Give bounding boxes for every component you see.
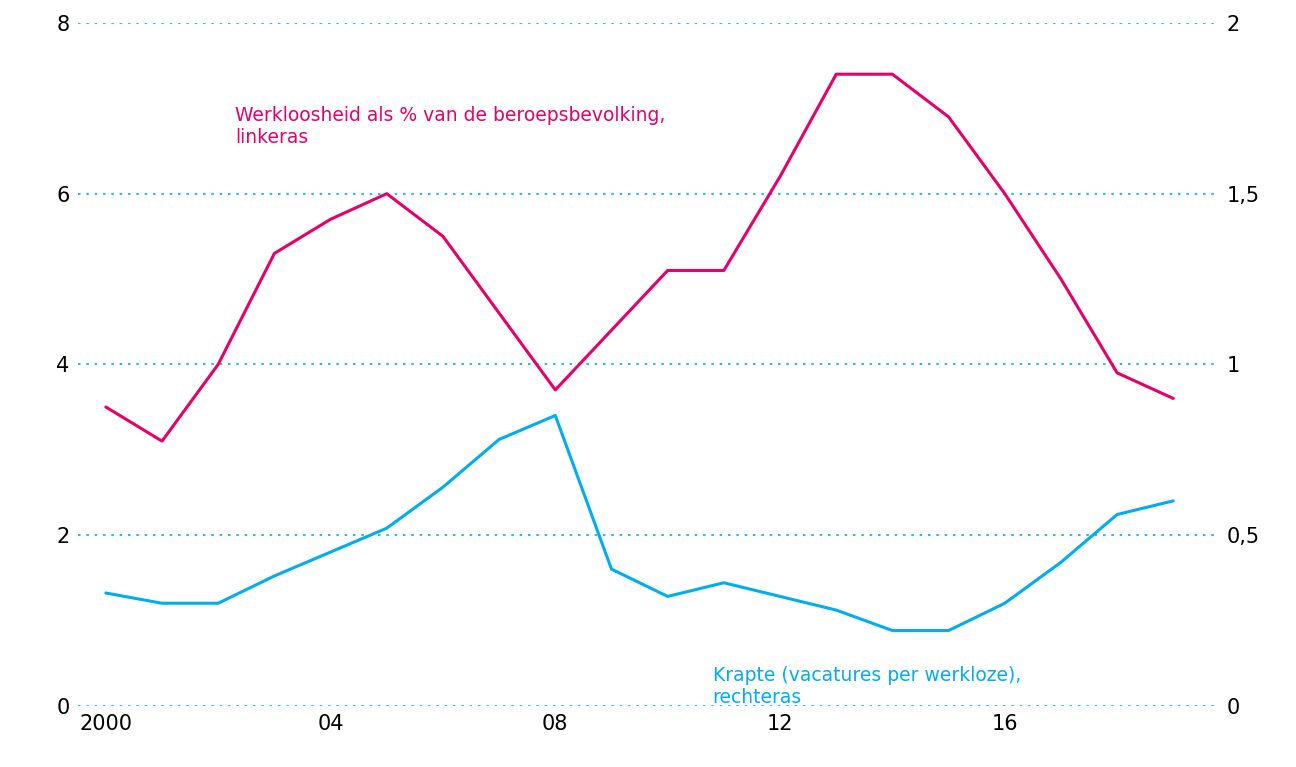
- Text: Werkloosheid als % van de beroepsbevolking,
linkeras: Werkloosheid als % van de beroepsbevolki…: [235, 106, 665, 146]
- Text: Krapte (vacatures per werkloze),
rechteras: Krapte (vacatures per werkloze), rechter…: [713, 667, 1021, 707]
